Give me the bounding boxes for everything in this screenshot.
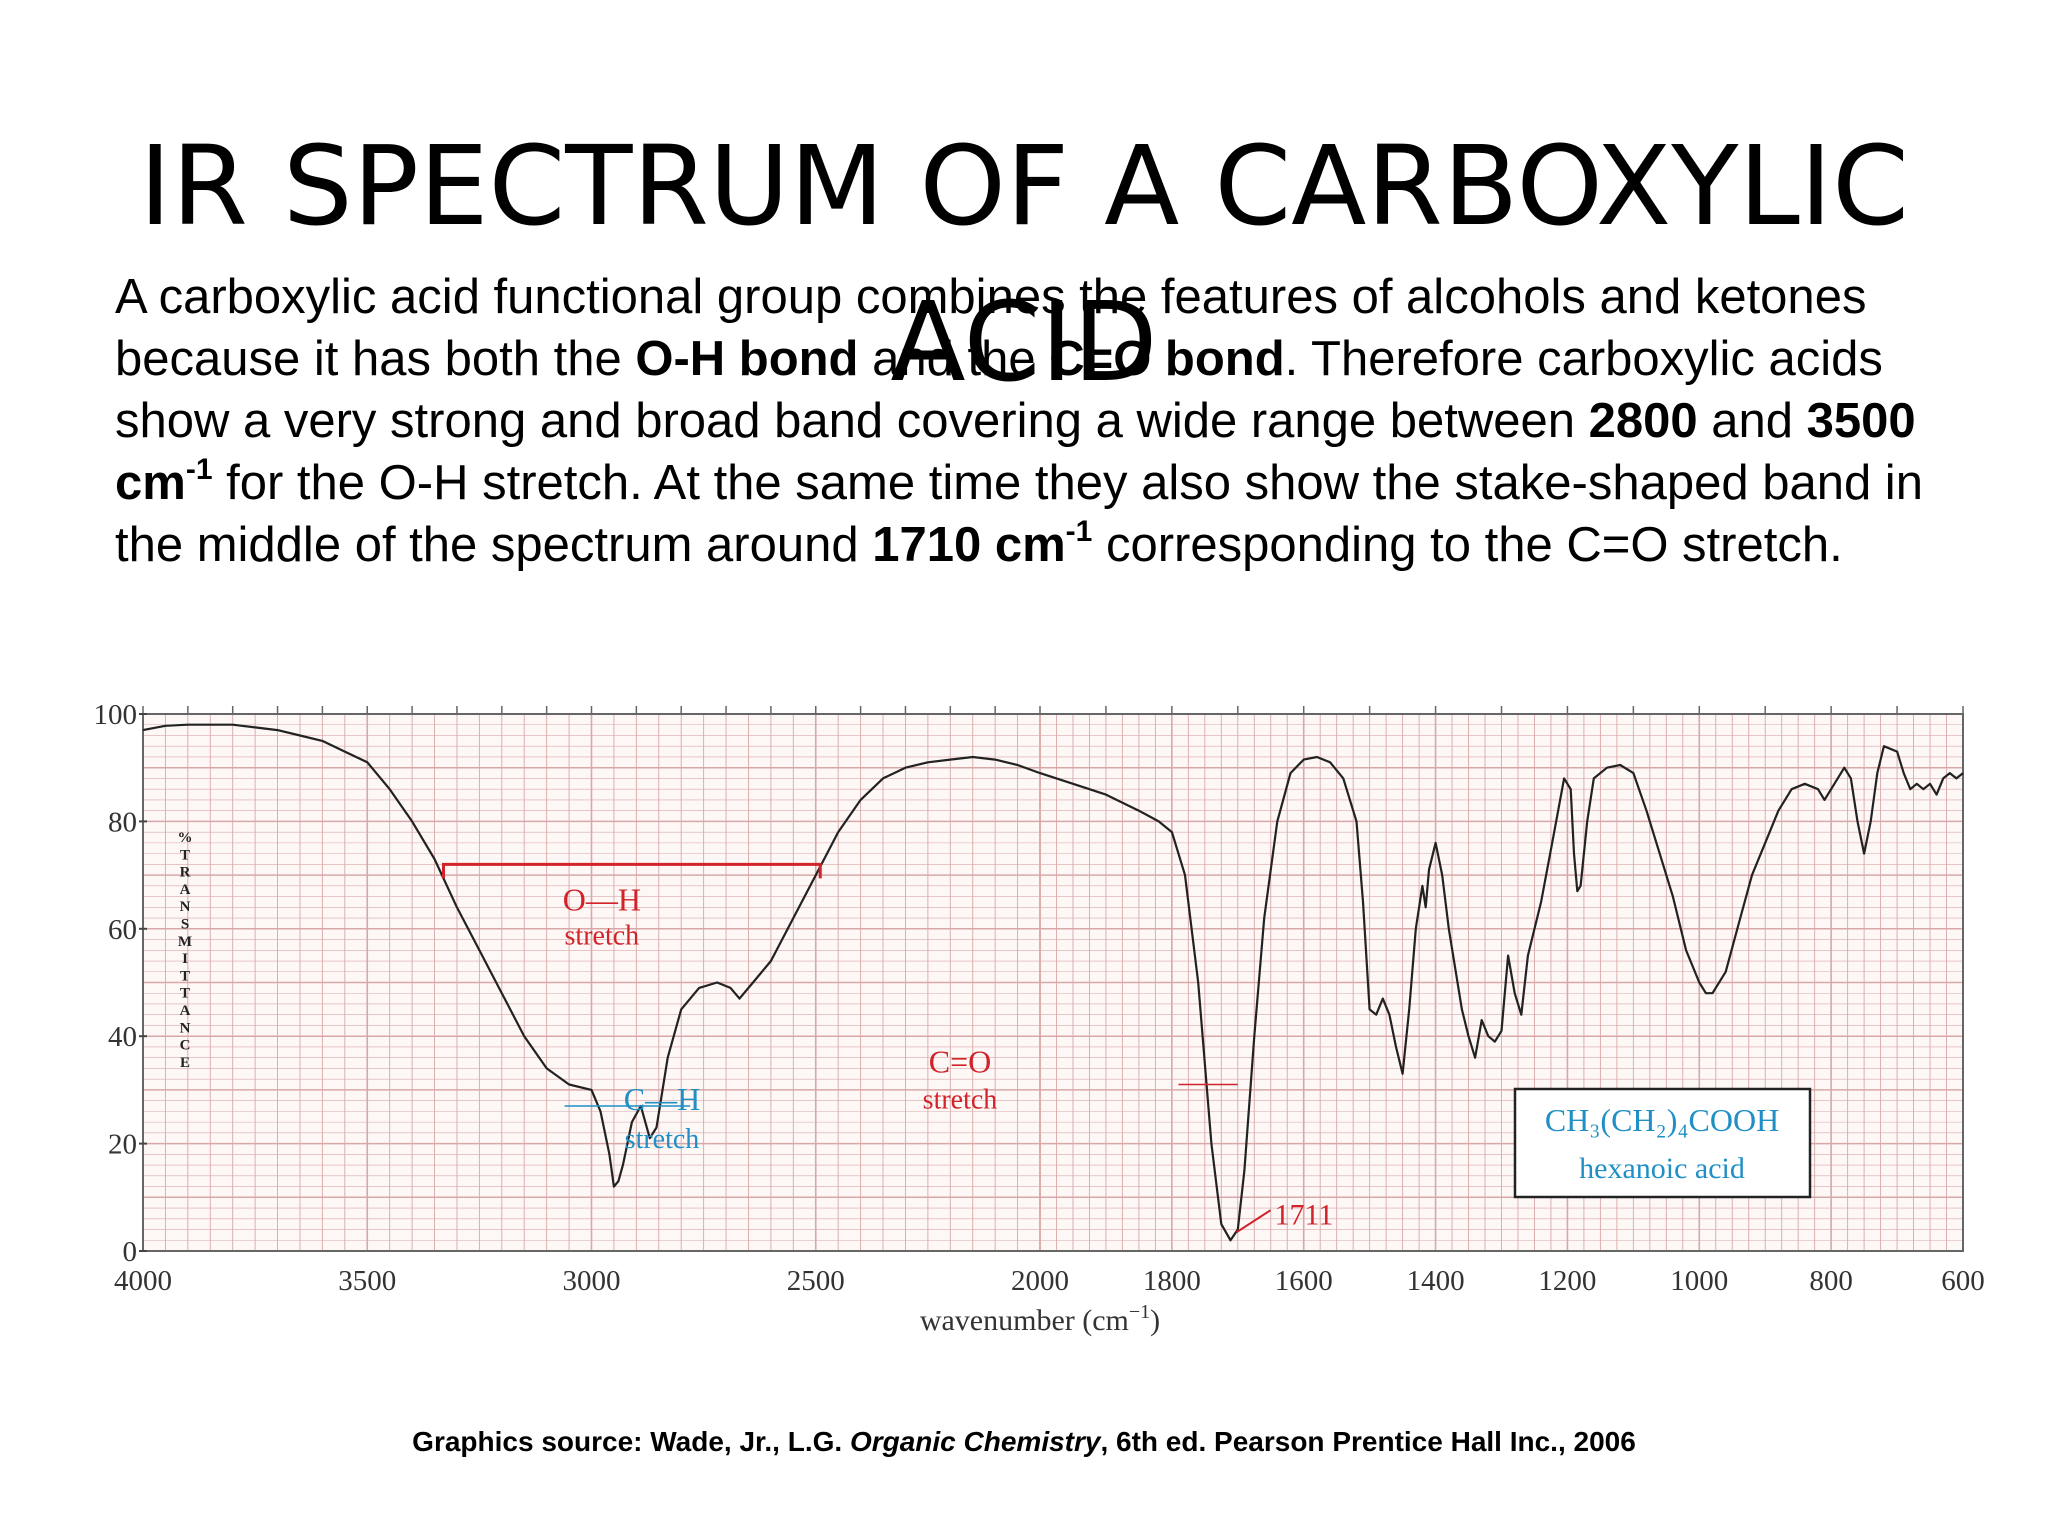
title-line-2: ACID xyxy=(890,278,1158,406)
peak-1711-label: 1711 xyxy=(1275,1198,1334,1231)
x-tick-label: 2500 xyxy=(787,1265,845,1297)
body-sup-1: -1 xyxy=(185,453,213,486)
ch-stretch-label: C—H xyxy=(624,1081,700,1117)
oh-stretch-label: O—H xyxy=(563,881,641,917)
x-axis-label: wavenumber (cm−1) xyxy=(920,1301,1160,1337)
ch-stretch-sublabel: stretch xyxy=(625,1124,700,1155)
y-tick-label: 80 xyxy=(108,806,137,838)
page-title: IR SPECTRUM OF A CARBOXYLIC ACID xyxy=(0,108,2048,420)
x-tick-label: 600 xyxy=(1941,1265,1985,1297)
compound-name: hexanoic acid xyxy=(1579,1152,1745,1185)
x-tick-label: 1800 xyxy=(1143,1265,1201,1297)
graphics-source: Graphics source: Wade, Jr., L.G. Organic… xyxy=(0,1426,2048,1458)
oh-stretch-sublabel: stretch xyxy=(565,920,640,951)
x-tick-label: 2000 xyxy=(1011,1265,1069,1297)
body-bold-2800: 2800 xyxy=(1588,394,1698,448)
y-tick-label: 0 xyxy=(123,1236,138,1268)
source-prefix: Graphics source: Wade, Jr., L.G. xyxy=(412,1426,850,1457)
x-tick-label: 1000 xyxy=(1670,1265,1728,1297)
plot-frame xyxy=(142,713,1964,1252)
spectrum-line xyxy=(142,723,1964,1242)
body-sup-2: -1 xyxy=(1065,515,1093,548)
oh-stretch-bracket xyxy=(441,862,822,879)
body-bold-oh-bond: O-H bond xyxy=(635,332,859,386)
body-text-4: and xyxy=(1697,394,1807,448)
body-text-6: corresponding to the C=O stretch. xyxy=(1092,518,1843,572)
body-paragraph: A carboxylic acid functional group combi… xyxy=(115,266,1995,576)
y-axis-label: % T R A N S M I T T A N C E xyxy=(178,830,193,1071)
x-tick-label: 4000 xyxy=(114,1265,172,1297)
x-tick-labels: 4000 3500 3000 2500 2000 1800 1600 1400 1200 1000… xyxy=(114,1265,1985,1297)
compound-formula: CH₃(CH₂)₄COOH xyxy=(1545,1102,1779,1138)
source-book-title: Organic Chemistry xyxy=(849,1426,1101,1457)
body-text-1: A carboxylic acid functional group combi… xyxy=(115,270,1867,386)
x-tick-label: 1200 xyxy=(1538,1265,1596,1297)
x-tick-label: 1400 xyxy=(1407,1265,1465,1297)
ir-spectrum-chart: 0 20 40 60 80 100 4000 3500 3000 2500 2000 1800 160… xyxy=(94,699,1985,1337)
y-tick-labels: 0 20 40 60 80 100 xyxy=(94,699,147,1268)
co-stretch-label: C=O xyxy=(929,1044,992,1080)
compound-box xyxy=(1513,1087,1812,1199)
body-text-2: and the xyxy=(858,332,1050,386)
body-bold-co-bond: C=O bond xyxy=(1049,332,1285,386)
y-tick-label: 40 xyxy=(108,1021,137,1053)
body-text-3: . Therefore carboxylic acids show a very… xyxy=(115,332,1883,448)
source-suffix: , 6th ed. Pearson Prentice Hall Inc., 20… xyxy=(1100,1426,1636,1457)
peak-1711-leader xyxy=(1235,1209,1272,1234)
body-text-5: for the O-H stretch. At the same time th… xyxy=(115,456,1923,572)
y-tick-label: 60 xyxy=(108,914,137,946)
x-tick-label: 1600 xyxy=(1275,1265,1333,1297)
body-bold-1710: 1710 cm xyxy=(872,518,1066,572)
x-tick-label: 3000 xyxy=(563,1265,621,1297)
title-line-1: IR SPECTRUM OF A CARBOXYLIC xyxy=(139,122,1909,250)
x-tick-label: 800 xyxy=(1809,1265,1853,1297)
body-bold-3500: 3500 cm xyxy=(115,394,1916,510)
x-tick-label: 3500 xyxy=(338,1265,396,1297)
y-tick-label: 100 xyxy=(94,699,138,731)
y-tick-label: 20 xyxy=(108,1129,137,1161)
co-stretch-sublabel: stretch xyxy=(923,1085,998,1116)
